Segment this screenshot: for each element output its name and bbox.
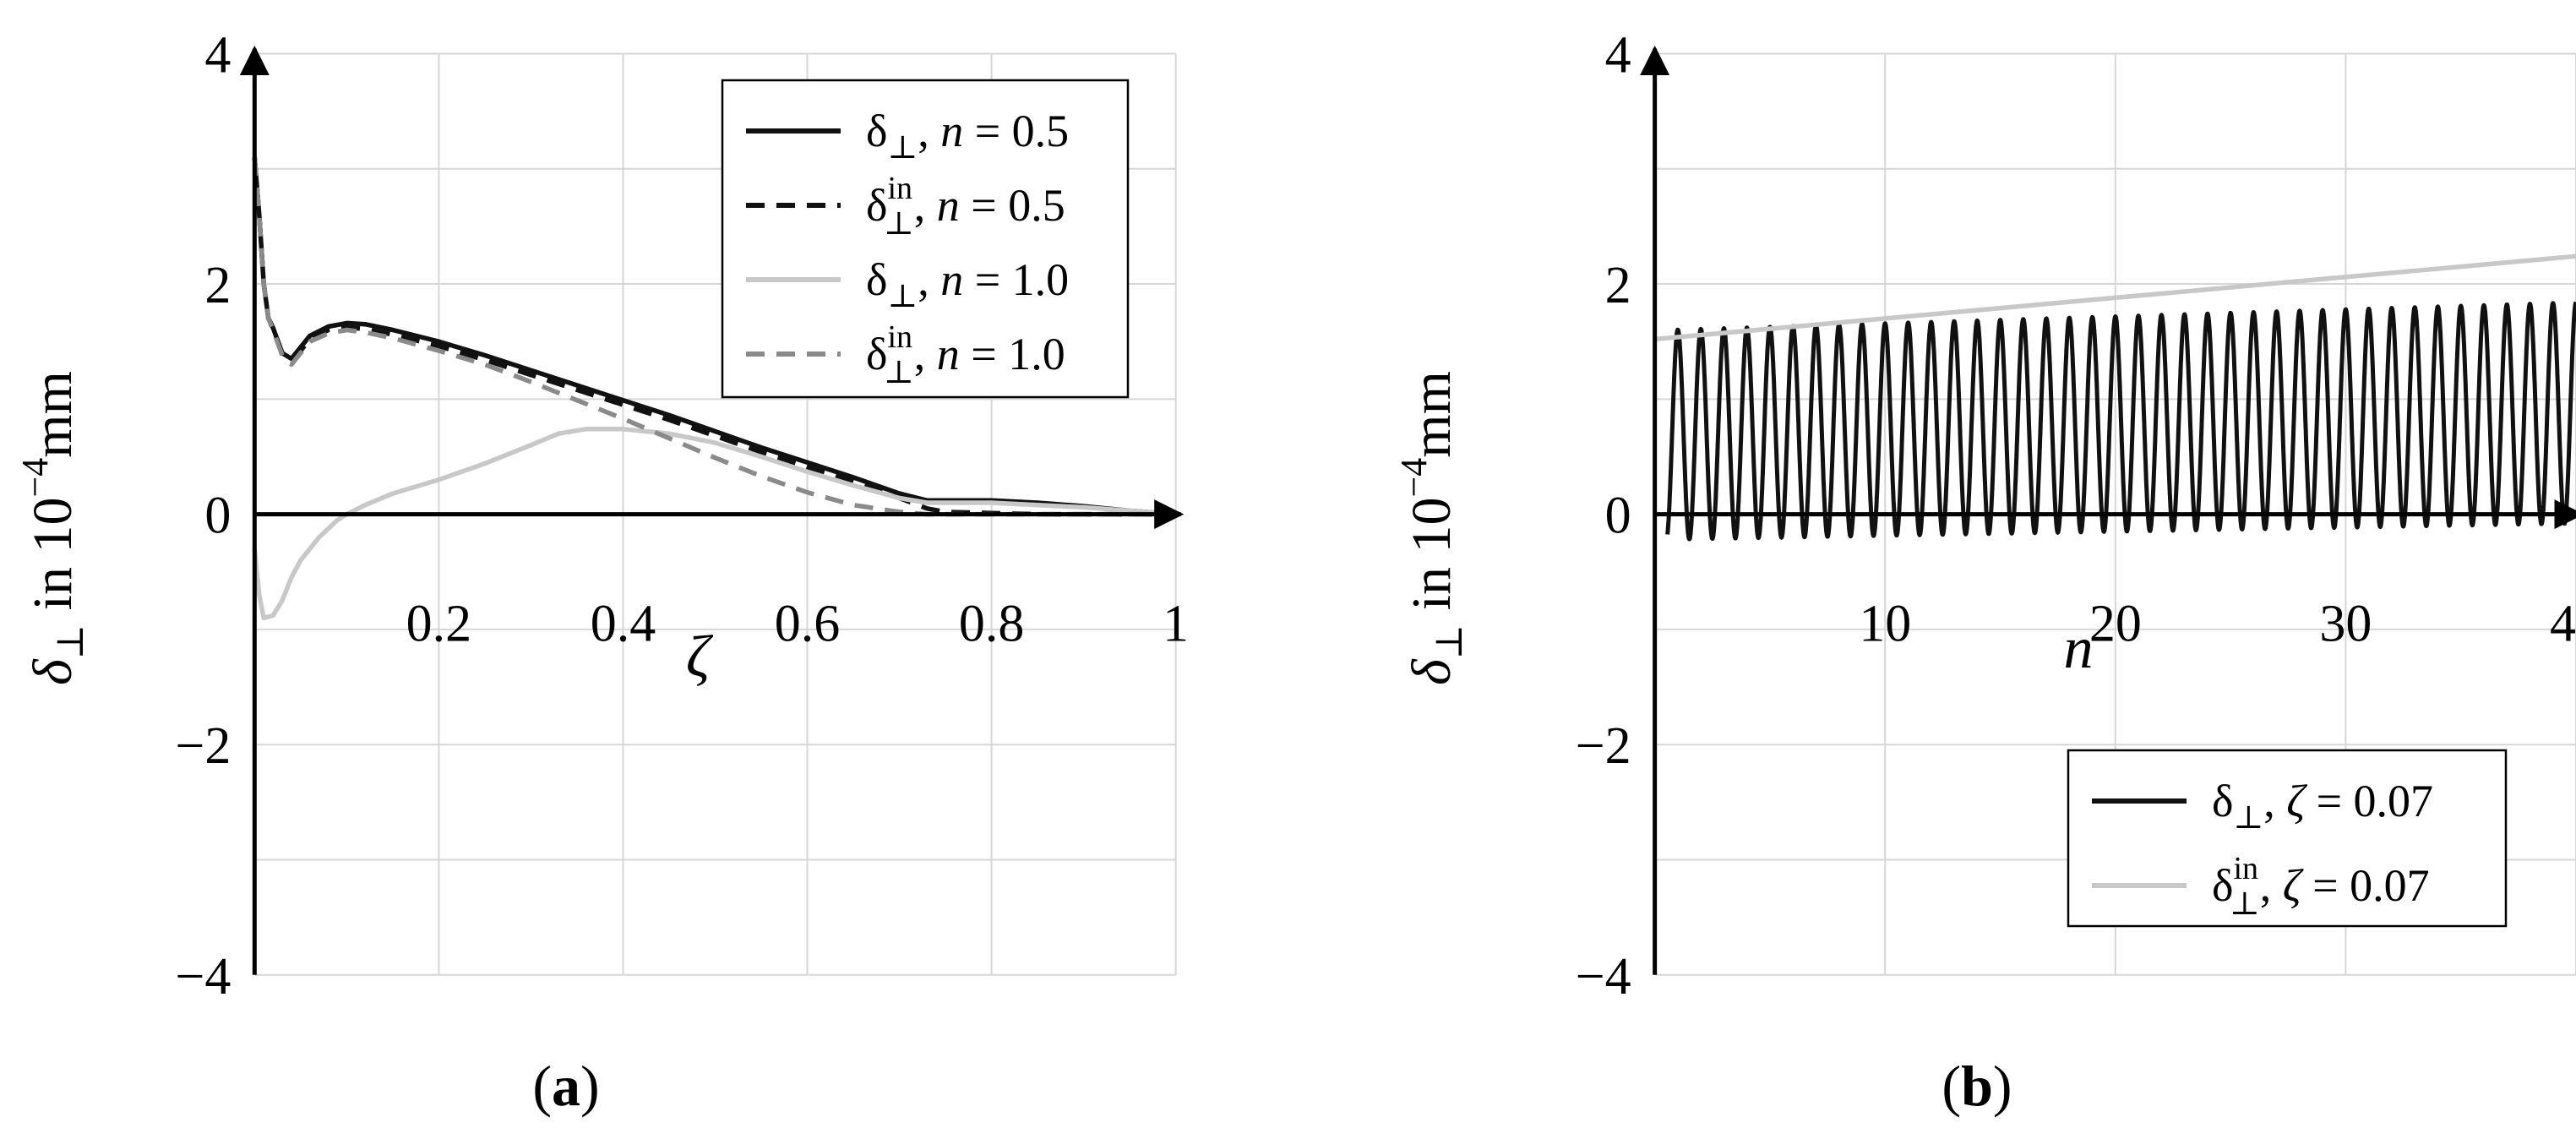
y-tick-label: 2 [1605,257,1631,314]
y-axis-label: δ⊥ in 10−4mm [14,371,91,685]
x-tick-label: 0.4 [591,596,656,653]
panel-caption: (a) [532,1054,599,1118]
tick-labels: 0.2 0.4 0.6 0.8 1 −4 −2 0 2 4 [175,26,1189,1005]
y-tick-label: −2 [175,717,231,775]
axes [1640,45,2576,975]
panel-caption: (b) [1942,1054,2012,1118]
legend-label: δ⊥, n = 1.0 [866,254,1069,314]
x-tick-label: 40 [2550,596,2576,653]
axes [239,45,1185,975]
legend-label: δin ⊥, n = 0.5 [866,171,1065,242]
legend-label: δ⊥, n = 0.5 [866,106,1069,166]
legend-label: δ⊥, ζ = 0.07 [2212,776,2433,836]
svg-text:δ⊥ in 10−4mm: δ⊥ in 10−4mm [1393,371,1470,685]
y-tick-label: −4 [175,948,231,1005]
series-line-3 [252,427,1176,621]
x-tick-label: 0.6 [775,596,841,653]
y-tick-label: 0 [1605,488,1631,545]
y-label-symbol: δ [22,658,84,685]
y-label-subscript: ⊥ [50,624,91,659]
x-axis-label: ζ [686,624,714,689]
data-series-group [252,156,1176,621]
y-axis-label: δ⊥ in 10−4mm [1393,371,1470,685]
y-tick-label: 4 [204,26,231,84]
y-label-symbol: δ [1401,658,1462,685]
y-tick-label: 4 [1605,26,1631,84]
legend-label: δin ⊥, ζ = 0.07 [2212,851,2430,922]
series-line-1 [1665,301,2576,542]
x-tick-label: 10 [1859,596,1911,653]
y-tick-label: 2 [204,257,231,314]
y-label-unit: mm [1401,371,1462,458]
svg-text:δ⊥ in 10−4mm: δ⊥ in 10−4mm [14,371,91,685]
series-line-2 [1654,253,2576,342]
x-axis-label: n [2064,616,2094,681]
y-label-unit: mm [22,371,84,458]
x-tick-label: 20 [2089,596,2142,653]
y-label-text: in 10 [1401,498,1462,624]
y-tick-label: −2 [1576,717,1631,775]
legend-label: δin ⊥, n = 1.0 [866,319,1065,390]
y-tick-label: 0 [204,488,231,545]
y-tick-label: −4 [1576,948,1631,1005]
legend-box [2067,749,2508,928]
tick-labels: 10 20 30 40 −4 −2 0 2 4 [1576,26,2576,1005]
y-label-subscript: ⊥ [1429,624,1470,659]
y-label-text: in 10 [22,498,84,624]
x-tick-label: 30 [2319,596,2372,653]
x-tick-label: 0.8 [959,596,1025,653]
legend: δ⊥, ζ = 0.07 δin ⊥, ζ = 0.07 [2067,749,2508,928]
x-tick-label: 1 [1163,596,1189,653]
x-tick-label: 0.2 [406,596,472,653]
y-label-exponent: −4 [1393,458,1435,498]
y-label-exponent: −4 [14,458,56,498]
